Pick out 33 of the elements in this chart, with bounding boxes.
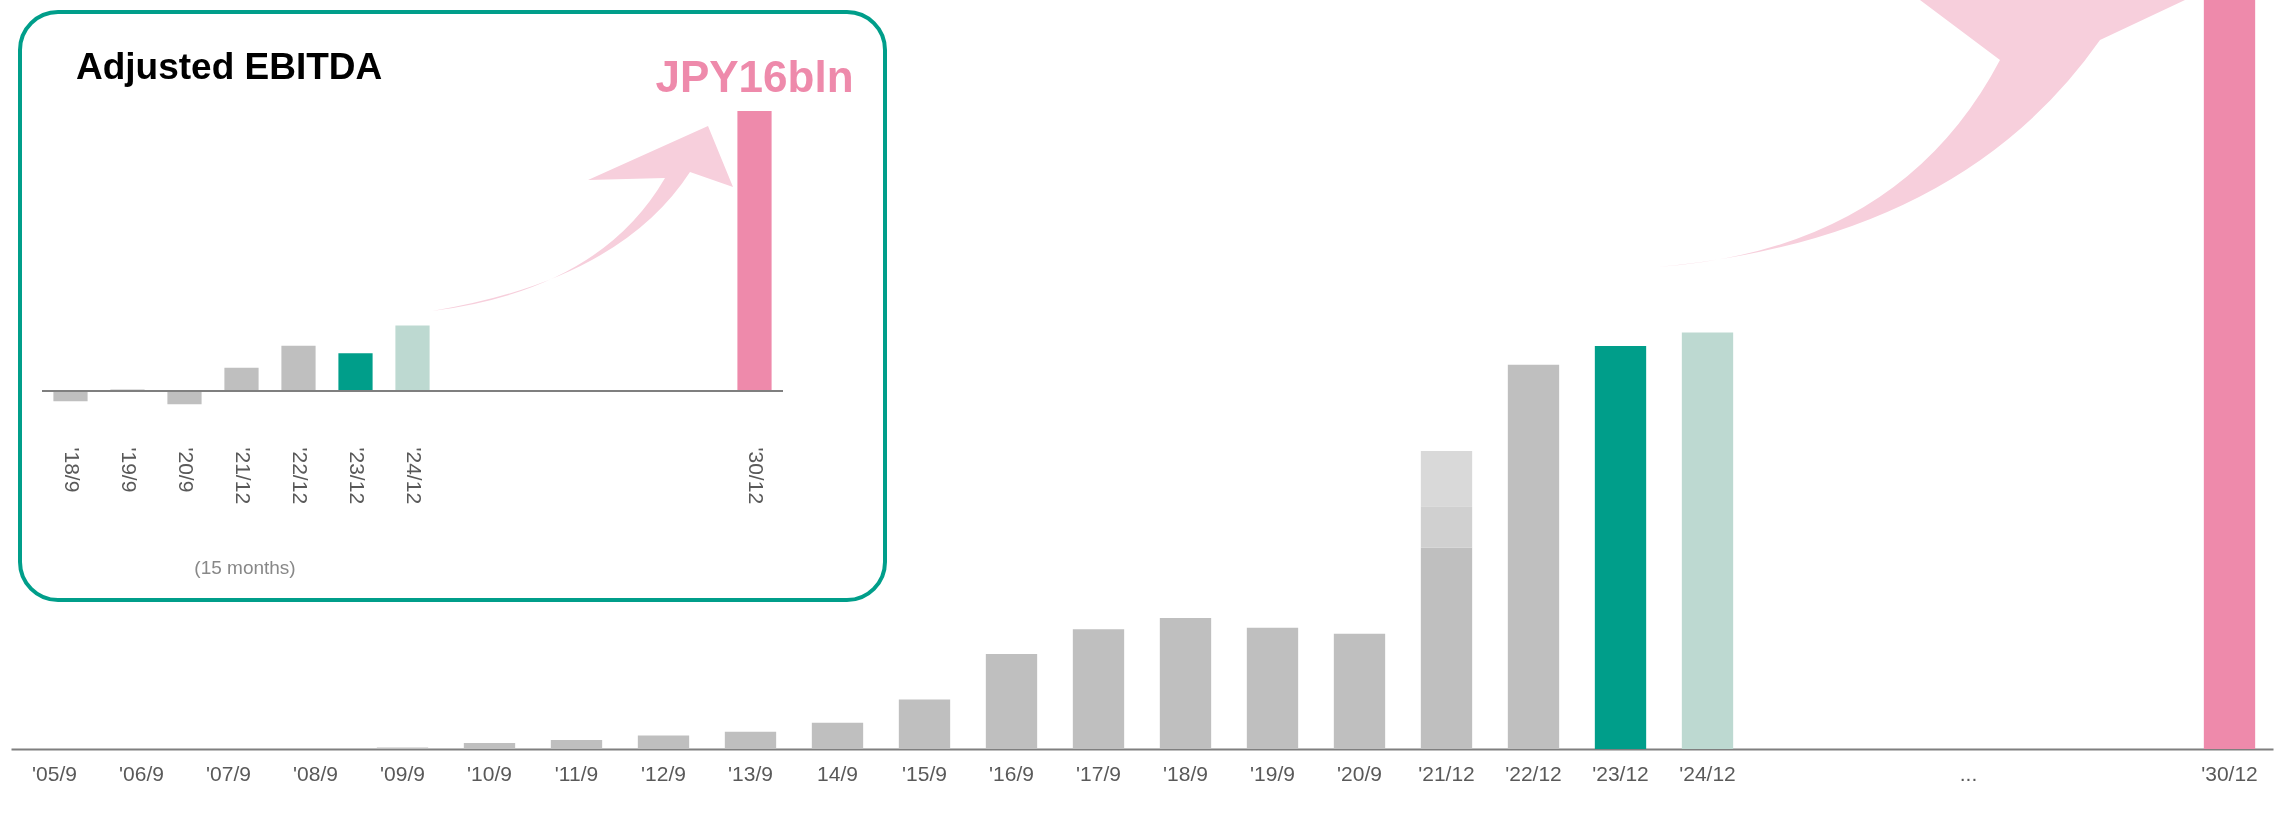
x-tick-label: '20/9 xyxy=(174,447,198,493)
x-tick-label: '17/9 xyxy=(1076,761,1121,785)
x-tick-label: '19/9 xyxy=(1250,761,1295,785)
x-tick-label: '30/12 xyxy=(2201,761,2258,785)
x-tick-label: '10/9 xyxy=(467,761,512,785)
x-tick-label: '08/9 xyxy=(293,761,338,785)
x-tick-label: '15/9 xyxy=(902,761,947,785)
x-tick-label: '24/12 xyxy=(1679,761,1736,785)
x-tick-label: '30/12 xyxy=(744,447,768,505)
x-tick-label: '09/9 xyxy=(380,761,425,785)
x-tick-label: '12/9 xyxy=(641,761,686,785)
x-tick-label: '22/12 xyxy=(1505,761,1562,785)
x-tick-label: '07/9 xyxy=(206,761,251,785)
x-tick-label: '20/9 xyxy=(1337,761,1382,785)
x-tick-label: '22/12 xyxy=(288,447,312,505)
x-tick-label: '21/12 xyxy=(1418,761,1475,785)
x-tick-label: '18/9 xyxy=(1163,761,1208,785)
data-label: JPY16bln xyxy=(655,52,854,101)
x-tick-label: '19/9 xyxy=(117,447,141,493)
annotation: (15 months) xyxy=(193,557,297,579)
x-tick-label: '23/12 xyxy=(345,447,369,505)
x-tick-label: '06/9 xyxy=(119,761,164,785)
x-tick-label: '21/12 xyxy=(231,447,255,505)
x-tick-label: '24/12 xyxy=(402,447,426,505)
x-tick-label: '05/9 xyxy=(32,761,77,785)
x-tick-label: 14/9 xyxy=(817,761,858,785)
x-tick-label: '23/12 xyxy=(1592,761,1649,785)
x-tick-label: '16/9 xyxy=(989,761,1034,785)
x-tick-label: '18/9 xyxy=(60,447,84,493)
x-tick-label: ... xyxy=(1959,761,1978,785)
x-tick-label: '13/9 xyxy=(728,761,773,785)
x-tick-label: '11/9 xyxy=(554,761,599,785)
chart-title: Adjusted EBITDA xyxy=(76,46,383,88)
